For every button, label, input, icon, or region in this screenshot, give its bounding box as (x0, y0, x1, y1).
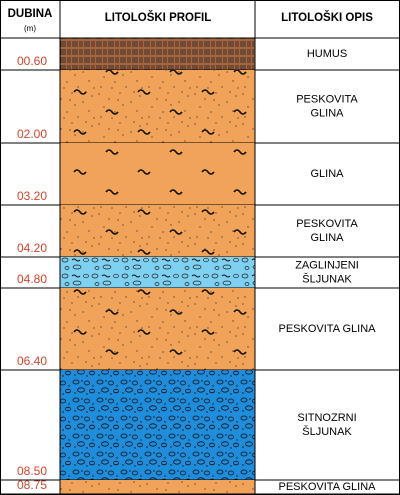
profile-header: LITOLOŠKI PROFIL (105, 11, 211, 24)
layer-fill (60, 143, 255, 205)
layer-fill (60, 257, 255, 288)
description-line: GLINA (310, 232, 344, 244)
header: DUBINA (m) LITOLOŠKI PROFIL LITOLOŠKI OP… (8, 8, 374, 33)
layer-fill (60, 70, 255, 143)
depth-unit: (m) (24, 24, 36, 33)
depth-label: 08.75 (17, 478, 47, 492)
description-line: PESKOVITA (296, 93, 358, 105)
description-header: LITOLOŠKI OPIS (281, 11, 373, 24)
layer-fill (60, 370, 255, 480)
depth-label: 04.80 (17, 272, 47, 286)
layer-fill (60, 38, 255, 70)
layer-fill (60, 205, 255, 257)
depth-label: 02.00 (17, 127, 47, 141)
description-line: ZAGLINJENI (295, 259, 359, 271)
depth-label: 08.50 (17, 464, 47, 478)
depth-label: 03.20 (17, 189, 47, 203)
depth-label: 06.40 (17, 354, 47, 368)
description-line: PESKOVITA GLINA (279, 323, 377, 335)
description-line: GLINA (310, 107, 344, 119)
description-line: HUMUS (307, 48, 347, 60)
depth-label: 00.60 (17, 54, 47, 68)
layer-fill (60, 480, 255, 494)
depth-header: DUBINA (8, 8, 53, 20)
depth-label: 04.20 (17, 241, 47, 255)
description-line: PESKOVITA GLINA (279, 481, 377, 493)
description-line: ŠLJUNAK (302, 272, 352, 285)
layer-fill (60, 288, 255, 370)
description-line: PESKOVITA (296, 218, 358, 230)
description-line: ŠLJUNAK (302, 425, 352, 438)
description-line: SITNOZRNI (297, 412, 356, 424)
description-line: GLINA (310, 168, 344, 180)
